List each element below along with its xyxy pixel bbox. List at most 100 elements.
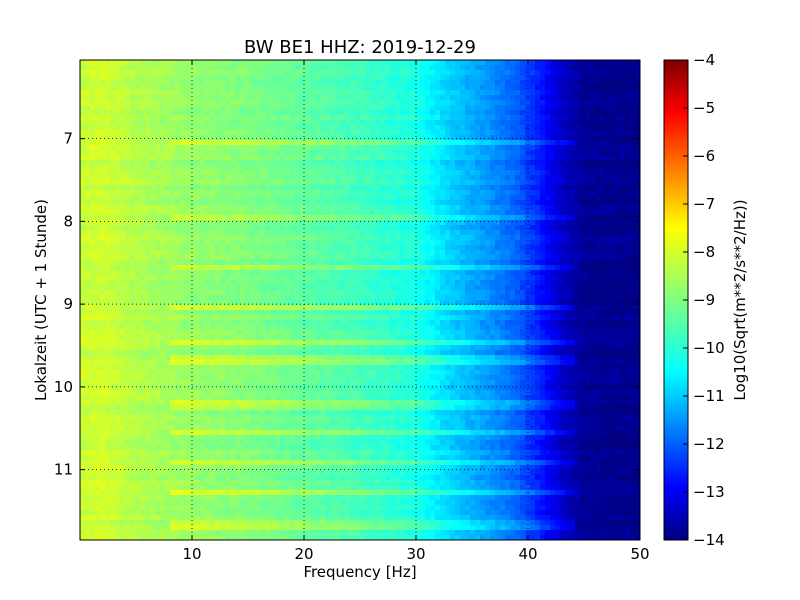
heatmap-cell [345,75,351,81]
heatmap-cell [175,150,181,156]
heatmap-cell [165,160,171,166]
heatmap-cell [420,130,426,136]
heatmap-cell [550,130,556,136]
heatmap-cell [145,160,151,166]
heatmap-cell [235,90,241,96]
heatmap-cell [150,150,156,156]
heatmap-cell [230,225,236,231]
heatmap-cell [260,115,266,121]
heatmap-cell [95,165,101,171]
heatmap-cell [610,220,616,226]
heatmap-cell [245,175,251,181]
heatmap-cell [230,210,236,216]
heatmap-cell [155,205,161,211]
heatmap-cell [605,80,611,86]
heatmap-cell [625,180,631,186]
heatmap-cell [130,165,136,171]
heatmap-cell [400,75,406,81]
heatmap-cell [155,260,161,266]
heatmap-cell [205,75,211,81]
heatmap-cell [530,205,536,211]
heatmap-cell [570,120,576,126]
heatmap-cell [255,90,261,96]
heatmap-cell [310,220,316,226]
heatmap-cell [95,115,101,121]
heatmap-cell [325,220,331,226]
heatmap-cell [170,80,176,86]
heatmap-cell [205,90,211,96]
heatmap-cell [385,140,391,146]
heatmap-cell [330,175,336,181]
heatmap-cell [590,215,596,221]
heatmap-cell [115,110,121,116]
heatmap-cell [135,250,141,256]
heatmap-cell [195,160,201,166]
heatmap-cell [550,175,556,181]
heatmap-cell [545,210,551,216]
heatmap-cell [600,230,606,236]
heatmap-cell [275,75,281,81]
heatmap-cell [215,135,221,141]
heatmap-cell [160,125,166,131]
heatmap-cell [300,230,306,236]
heatmap-cell [115,215,121,221]
heatmap-cell [390,70,396,76]
heatmap-cell [505,160,511,166]
heatmap-cell [505,180,511,186]
heatmap-cell [420,235,426,241]
heatmap-cell [445,260,451,266]
heatmap-cell [115,145,121,151]
heatmap-cell [540,135,546,141]
heatmap-cell [140,125,146,131]
heatmap-cell [450,205,456,211]
heatmap-cell [400,195,406,201]
heatmap-cell [590,75,596,81]
heatmap-cell [595,85,601,91]
heatmap-cell [375,135,381,141]
heatmap-cell [545,250,551,256]
heatmap-cell [605,120,611,126]
heatmap-cell [145,185,151,191]
heatmap-cell [240,70,246,76]
heatmap-cell [425,80,431,86]
heatmap-cell [165,255,171,261]
heatmap-cell [605,75,611,81]
heatmap-cell [225,245,231,251]
heatmap-cell [170,125,176,131]
heatmap-cell [240,255,246,261]
heatmap-cell [520,185,526,191]
heatmap-cell [555,220,561,226]
heatmap-cell [390,110,396,116]
heatmap-cell [460,125,466,131]
heatmap-cell [540,225,546,231]
heatmap-cell [520,240,526,246]
heatmap-cell [80,80,86,86]
heatmap-cell [105,110,111,116]
heatmap-cell [145,140,151,146]
heatmap-cell [170,165,176,171]
heatmap-cell [175,225,181,231]
heatmap-cell [280,170,286,176]
heatmap-cell [475,125,481,131]
heatmap-cell [480,160,486,166]
heatmap-cell [275,200,281,206]
heatmap-cell [345,265,351,271]
heatmap-cell [85,260,91,266]
heatmap-cell [180,190,186,196]
heatmap-cell [135,190,141,196]
heatmap-cell [345,80,351,86]
heatmap-cell [140,105,146,111]
heatmap-cell [370,100,376,106]
heatmap-cell [345,145,351,151]
heatmap-cell [525,180,531,186]
heatmap-cell [300,275,306,281]
heatmap-cell [275,190,281,196]
heatmap-cell [110,185,116,191]
heatmap-cell [215,105,221,111]
heatmap-cell [475,225,481,231]
heatmap-cell [445,75,451,81]
heatmap-cell [235,65,241,71]
heatmap-cell [360,240,366,246]
heatmap-cell [420,145,426,151]
heatmap-cell [625,160,631,166]
